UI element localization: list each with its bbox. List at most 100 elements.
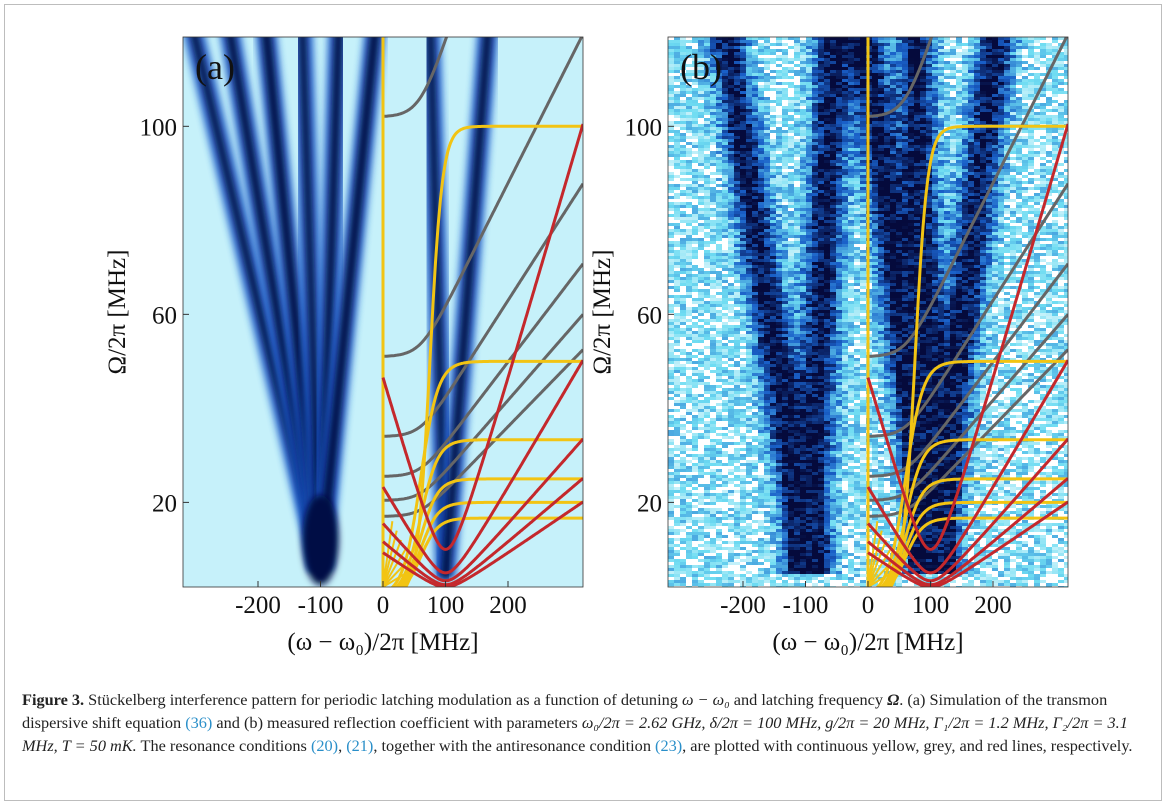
heatmap-cell	[812, 100, 818, 103]
heatmap-cell	[758, 214, 764, 217]
heatmap-cell	[908, 37, 914, 40]
heatmap-cell	[1046, 142, 1052, 145]
heatmap-cell	[878, 271, 884, 274]
heatmap-cell	[704, 100, 710, 103]
heatmap-cell	[674, 142, 680, 145]
heatmap-cell	[692, 190, 698, 193]
heatmap-cell	[962, 274, 968, 277]
heatmap-cell	[1016, 91, 1022, 94]
heatmap-cell	[872, 229, 878, 232]
heatmap-cell	[884, 178, 890, 181]
heatmap-cell	[800, 223, 806, 226]
heatmap-cell	[710, 112, 716, 115]
heatmap-cell	[884, 217, 890, 220]
heatmap-cell	[920, 202, 926, 205]
heatmap-cell	[734, 109, 740, 112]
heatmap-cell	[1064, 175, 1068, 178]
heatmap-cell	[746, 85, 752, 88]
heatmap-cell	[800, 154, 806, 157]
heatmap-cell	[992, 115, 998, 118]
heatmap-cell	[848, 109, 854, 112]
heatmap-cell	[776, 262, 782, 265]
heatmap-cell	[884, 220, 890, 223]
heatmap-cell	[746, 160, 752, 163]
heatmap-cell	[854, 130, 860, 133]
heatmap-cell	[674, 64, 680, 67]
heatmap-cell	[950, 202, 956, 205]
heatmap-cell	[770, 199, 776, 202]
heatmap-cell	[770, 214, 776, 217]
heatmap-cell	[1052, 148, 1058, 151]
heatmap-cell	[962, 181, 968, 184]
heatmap-cell	[746, 274, 752, 277]
heatmap-cell	[974, 259, 980, 262]
heatmap-cell	[1052, 85, 1058, 88]
heatmap-cell	[1064, 142, 1068, 145]
heatmap-cell	[830, 91, 836, 94]
heatmap-cell	[716, 184, 722, 187]
heatmap-cell	[974, 82, 980, 85]
heatmap-cell	[716, 127, 722, 130]
heatmap-cell	[800, 217, 806, 220]
heatmap-cell	[794, 268, 800, 271]
heatmap-cell	[692, 136, 698, 139]
heatmap-cell	[914, 256, 920, 259]
heatmap-cell	[728, 91, 734, 94]
heatmap-cell	[884, 97, 890, 100]
heatmap-cell	[872, 118, 878, 121]
heatmap-cell	[962, 67, 968, 70]
heatmap-cell	[794, 85, 800, 88]
heatmap-cell	[998, 64, 1004, 67]
heatmap-cell	[836, 199, 842, 202]
heatmap-cell	[932, 37, 938, 40]
heatmap-cell	[824, 109, 830, 112]
heatmap-cell	[962, 76, 968, 79]
heatmap-cell	[710, 259, 716, 262]
heatmap-cell	[686, 160, 692, 163]
heatmap-cell	[680, 109, 686, 112]
heatmap-cell	[872, 79, 878, 82]
heatmap-cell	[878, 169, 884, 172]
heatmap-cell	[1046, 136, 1052, 139]
heatmap-cell	[872, 163, 878, 166]
heatmap-cell	[770, 100, 776, 103]
heatmap-cell	[776, 55, 782, 58]
heatmap-cell	[812, 49, 818, 52]
heatmap-cell	[764, 256, 770, 259]
heatmap-cell	[722, 91, 728, 94]
heatmap-cell	[974, 268, 980, 271]
heatmap-cell	[842, 136, 848, 139]
heatmap-cell	[938, 250, 944, 253]
heatmap-cell	[1028, 79, 1034, 82]
heatmap-cell	[764, 217, 770, 220]
heatmap-cell	[1028, 115, 1034, 118]
heatmap-cell	[878, 79, 884, 82]
heatmap-cell	[728, 112, 734, 115]
heatmap-cell	[848, 223, 854, 226]
heatmap-cell	[704, 157, 710, 160]
heatmap-cell	[998, 91, 1004, 94]
heatmap-cell	[1010, 49, 1016, 52]
heatmap-cell	[1004, 130, 1010, 133]
heatmap-cell	[764, 181, 770, 184]
heatmap-cell	[950, 184, 956, 187]
heatmap-cell	[1022, 217, 1028, 220]
heatmap-cell	[878, 103, 884, 106]
heatmap-cell	[746, 136, 752, 139]
heatmap-cell	[944, 85, 950, 88]
heatmap-cell	[830, 184, 836, 187]
heatmap-cell	[824, 76, 830, 79]
heatmap-cell	[716, 133, 722, 136]
heatmap-cell	[1022, 46, 1028, 49]
heatmap-cell	[692, 130, 698, 133]
heatmap-cell	[728, 37, 734, 40]
heatmap-cell	[752, 154, 758, 157]
heatmap-cell	[668, 58, 674, 61]
heatmap-cell	[1004, 70, 1010, 73]
heatmap-cell	[1058, 64, 1064, 67]
heatmap-cell	[896, 154, 902, 157]
heatmap-cell	[818, 241, 824, 244]
heatmap-cell	[920, 274, 926, 277]
heatmap-cell	[830, 49, 836, 52]
heatmap-cell	[836, 217, 842, 220]
